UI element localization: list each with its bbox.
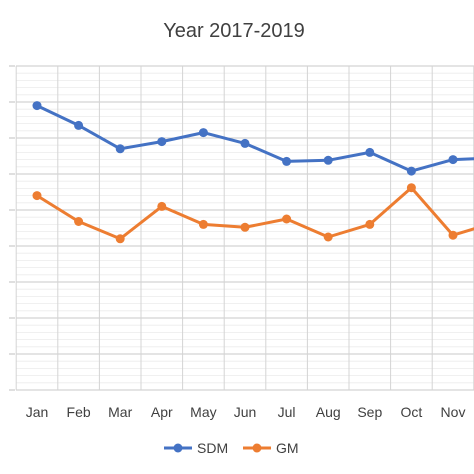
x-tick-label: Sep	[357, 404, 382, 420]
data-point-sdm	[157, 137, 167, 147]
x-tick-label: Feb	[67, 404, 91, 420]
data-point-sdm	[74, 120, 84, 130]
legend-label-sdm: SDM	[197, 440, 228, 456]
data-point-sdm	[282, 156, 292, 166]
data-point-sdm	[323, 155, 333, 165]
data-point-gm	[282, 214, 292, 224]
x-tick-label: Jan	[26, 404, 49, 420]
data-point-sdm	[115, 144, 125, 154]
series-points	[32, 101, 458, 244]
data-point-gm	[323, 232, 333, 242]
data-point-gm	[198, 219, 208, 229]
series-line-gm	[35, 186, 474, 241]
data-point-sdm	[240, 138, 250, 148]
data-point-gm	[240, 222, 250, 232]
x-tick-label: Nov	[441, 404, 466, 420]
legend: SDM GM	[164, 440, 299, 456]
legend-marker-sdm	[173, 443, 183, 453]
x-tick-label: Aug	[316, 404, 341, 420]
data-point-gm	[32, 191, 42, 201]
series-line-sdm	[35, 104, 474, 173]
data-point-sdm	[448, 155, 458, 165]
x-axis-ticks: JanFebMarAprMayJunJulAugSepOctNovDec	[26, 404, 466, 420]
legend-label-gm: GM	[276, 440, 299, 456]
gridlines	[9, 65, 474, 391]
x-tick-label: Jul	[278, 404, 296, 420]
data-point-gm	[157, 201, 167, 211]
x-tick-label: May	[190, 404, 216, 420]
data-point-gm	[74, 217, 84, 226]
data-point-sdm	[406, 166, 416, 176]
data-point-gm	[406, 183, 416, 193]
data-point-gm	[365, 219, 375, 229]
data-point-sdm	[365, 147, 375, 157]
data-point-gm	[448, 230, 458, 240]
x-tick-label: Apr	[151, 404, 173, 420]
series-lines	[35, 104, 474, 241]
x-tick-label: Jun	[234, 404, 257, 420]
chart-title: Year 2017-2019	[163, 20, 305, 42]
data-point-sdm	[32, 101, 42, 111]
x-tick-label: Mar	[108, 404, 132, 420]
data-point-sdm	[198, 128, 208, 138]
data-point-gm	[115, 234, 125, 244]
legend-marker-gm	[252, 443, 262, 453]
x-tick-label: Oct	[401, 404, 423, 420]
